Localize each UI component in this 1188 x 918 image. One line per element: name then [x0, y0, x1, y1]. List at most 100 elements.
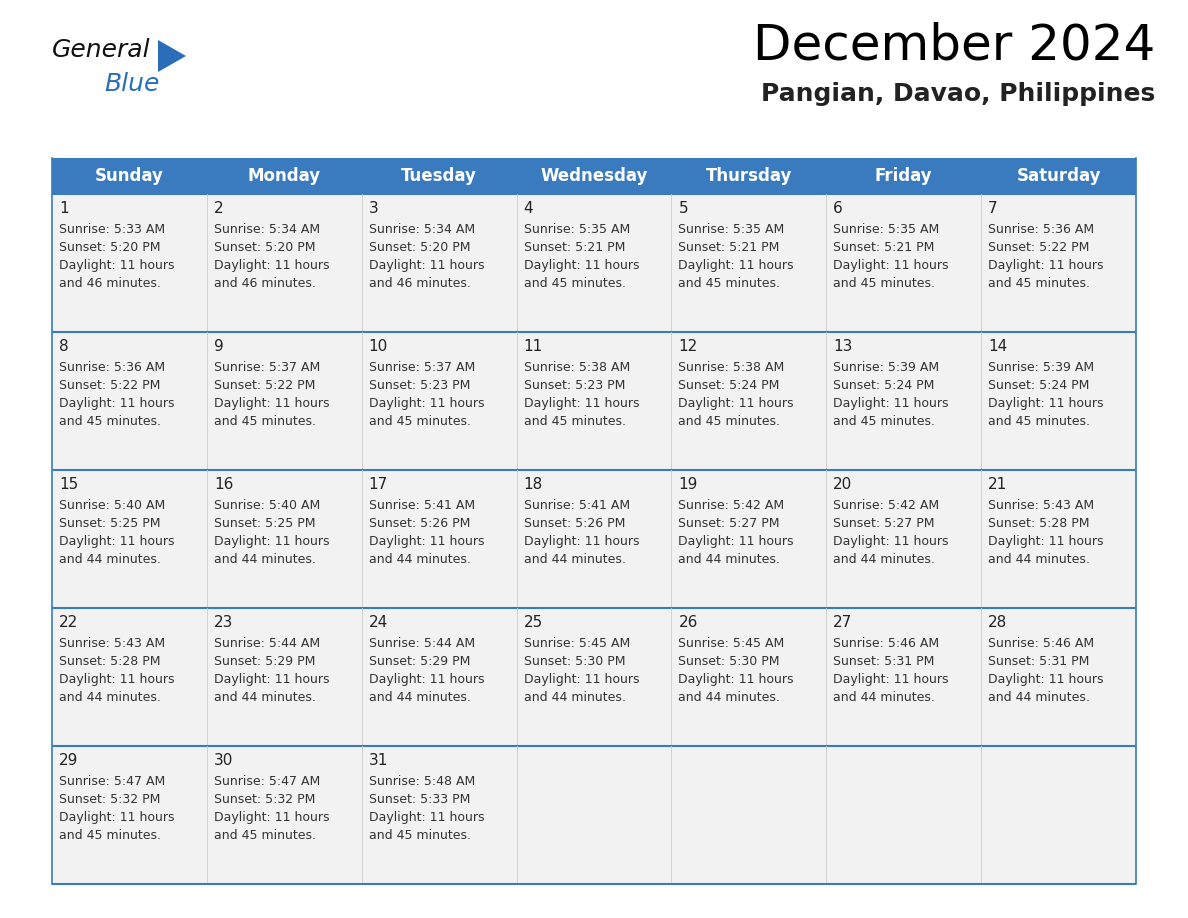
Text: Sunrise: 5:41 AM: Sunrise: 5:41 AM	[368, 499, 475, 512]
Bar	[827, 608, 981, 746]
Text: General: General	[52, 38, 151, 62]
Text: and 45 minutes.: and 45 minutes.	[368, 415, 470, 428]
Text: Sunrise: 5:36 AM: Sunrise: 5:36 AM	[59, 361, 165, 374]
Text: Daylight: 11 hours: Daylight: 11 hours	[59, 673, 175, 686]
Text: Daylight: 11 hours: Daylight: 11 hours	[524, 259, 639, 272]
Text: Sunrise: 5:44 AM: Sunrise: 5:44 AM	[368, 637, 475, 650]
Text: Daylight: 11 hours: Daylight: 11 hours	[833, 397, 949, 410]
Text: and 45 minutes.: and 45 minutes.	[214, 829, 316, 842]
Text: Sunset: 5:33 PM: Sunset: 5:33 PM	[368, 793, 470, 806]
Text: Daylight: 11 hours: Daylight: 11 hours	[524, 397, 639, 410]
Text: Sunset: 5:31 PM: Sunset: 5:31 PM	[833, 655, 935, 668]
Text: Sunset: 5:29 PM: Sunset: 5:29 PM	[368, 655, 470, 668]
Text: Sunset: 5:28 PM: Sunset: 5:28 PM	[988, 517, 1089, 530]
Text: 18: 18	[524, 477, 543, 492]
Text: Sunrise: 5:33 AM: Sunrise: 5:33 AM	[59, 223, 165, 236]
Polygon shape	[158, 40, 187, 72]
Text: Daylight: 11 hours: Daylight: 11 hours	[368, 397, 485, 410]
Text: 4: 4	[524, 201, 533, 216]
Bar	[52, 746, 207, 884]
Text: Sunset: 5:23 PM: Sunset: 5:23 PM	[524, 379, 625, 392]
Text: 31: 31	[368, 753, 388, 768]
Text: Sunrise: 5:46 AM: Sunrise: 5:46 AM	[833, 637, 940, 650]
Text: Sunset: 5:26 PM: Sunset: 5:26 PM	[524, 517, 625, 530]
Bar	[361, 332, 517, 470]
Bar	[517, 746, 671, 884]
Text: and 45 minutes.: and 45 minutes.	[678, 277, 781, 290]
Text: Sunset: 5:24 PM: Sunset: 5:24 PM	[988, 379, 1089, 392]
Text: and 44 minutes.: and 44 minutes.	[59, 553, 160, 566]
Text: Daylight: 11 hours: Daylight: 11 hours	[678, 397, 794, 410]
Bar	[361, 608, 517, 746]
Text: and 45 minutes.: and 45 minutes.	[524, 277, 626, 290]
Text: and 44 minutes.: and 44 minutes.	[368, 691, 470, 704]
Text: 23: 23	[214, 615, 233, 630]
Text: Sunset: 5:29 PM: Sunset: 5:29 PM	[214, 655, 315, 668]
Text: Daylight: 11 hours: Daylight: 11 hours	[368, 811, 485, 824]
Text: Sunset: 5:25 PM: Sunset: 5:25 PM	[59, 517, 160, 530]
Text: Daylight: 11 hours: Daylight: 11 hours	[678, 535, 794, 548]
Text: Sunset: 5:20 PM: Sunset: 5:20 PM	[59, 241, 160, 254]
Text: and 45 minutes.: and 45 minutes.	[833, 415, 935, 428]
Text: 14: 14	[988, 339, 1007, 354]
Text: 3: 3	[368, 201, 379, 216]
Text: and 44 minutes.: and 44 minutes.	[59, 691, 160, 704]
Bar	[671, 746, 827, 884]
Text: and 44 minutes.: and 44 minutes.	[524, 553, 625, 566]
Text: 17: 17	[368, 477, 388, 492]
Text: and 45 minutes.: and 45 minutes.	[988, 415, 1091, 428]
Bar	[981, 332, 1136, 470]
Bar	[207, 332, 361, 470]
Text: 7: 7	[988, 201, 998, 216]
Text: and 45 minutes.: and 45 minutes.	[988, 277, 1091, 290]
Bar	[827, 470, 981, 608]
Text: Daylight: 11 hours: Daylight: 11 hours	[368, 535, 485, 548]
Text: Sunset: 5:23 PM: Sunset: 5:23 PM	[368, 379, 470, 392]
Text: Sunrise: 5:37 AM: Sunrise: 5:37 AM	[368, 361, 475, 374]
Text: 21: 21	[988, 477, 1007, 492]
Bar	[827, 332, 981, 470]
Text: and 45 minutes.: and 45 minutes.	[59, 829, 162, 842]
Bar	[671, 608, 827, 746]
Text: and 46 minutes.: and 46 minutes.	[59, 277, 160, 290]
Text: Sunrise: 5:35 AM: Sunrise: 5:35 AM	[678, 223, 785, 236]
Text: 9: 9	[214, 339, 223, 354]
Bar	[361, 746, 517, 884]
Text: Daylight: 11 hours: Daylight: 11 hours	[988, 397, 1104, 410]
Bar	[52, 194, 207, 332]
Text: Blue: Blue	[105, 72, 159, 96]
Text: and 44 minutes.: and 44 minutes.	[678, 553, 781, 566]
Text: Sunrise: 5:34 AM: Sunrise: 5:34 AM	[214, 223, 320, 236]
Text: and 44 minutes.: and 44 minutes.	[368, 553, 470, 566]
Text: Sunset: 5:21 PM: Sunset: 5:21 PM	[678, 241, 779, 254]
Text: 29: 29	[59, 753, 78, 768]
Bar	[517, 608, 671, 746]
Text: Sunrise: 5:45 AM: Sunrise: 5:45 AM	[678, 637, 785, 650]
Text: 20: 20	[833, 477, 853, 492]
Text: 25: 25	[524, 615, 543, 630]
Text: Daylight: 11 hours: Daylight: 11 hours	[368, 259, 485, 272]
Text: Thursday: Thursday	[706, 167, 792, 185]
Text: Wednesday: Wednesday	[541, 167, 647, 185]
Text: Sunset: 5:22 PM: Sunset: 5:22 PM	[214, 379, 315, 392]
Text: Sunrise: 5:35 AM: Sunrise: 5:35 AM	[524, 223, 630, 236]
Text: and 44 minutes.: and 44 minutes.	[524, 691, 625, 704]
Bar	[827, 194, 981, 332]
Bar	[981, 470, 1136, 608]
Bar	[207, 608, 361, 746]
Text: and 44 minutes.: and 44 minutes.	[988, 553, 1091, 566]
Text: and 46 minutes.: and 46 minutes.	[214, 277, 316, 290]
Text: Sunset: 5:31 PM: Sunset: 5:31 PM	[988, 655, 1089, 668]
Bar	[361, 194, 517, 332]
Text: Daylight: 11 hours: Daylight: 11 hours	[988, 259, 1104, 272]
Text: and 45 minutes.: and 45 minutes.	[59, 415, 162, 428]
Text: Sunset: 5:21 PM: Sunset: 5:21 PM	[833, 241, 935, 254]
Bar	[52, 470, 207, 608]
Text: and 45 minutes.: and 45 minutes.	[368, 829, 470, 842]
Text: Sunrise: 5:48 AM: Sunrise: 5:48 AM	[368, 775, 475, 788]
Text: Sunset: 5:28 PM: Sunset: 5:28 PM	[59, 655, 160, 668]
Text: Daylight: 11 hours: Daylight: 11 hours	[988, 673, 1104, 686]
Text: Sunset: 5:22 PM: Sunset: 5:22 PM	[59, 379, 160, 392]
Text: December 2024: December 2024	[753, 22, 1155, 70]
Text: Daylight: 11 hours: Daylight: 11 hours	[214, 811, 329, 824]
